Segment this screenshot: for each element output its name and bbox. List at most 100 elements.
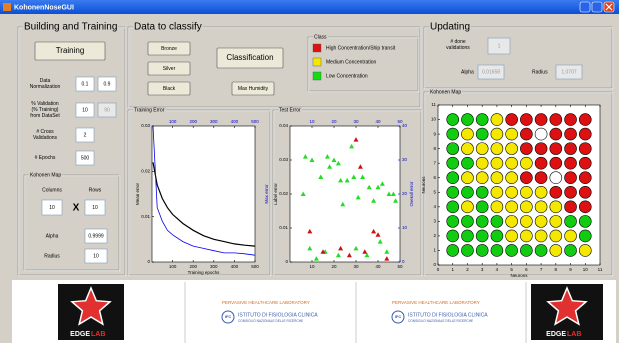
y-tick-label: 0.03 — [279, 157, 288, 162]
map-node — [520, 114, 532, 126]
map-node — [565, 186, 577, 198]
x-tick-label: 10 — [309, 264, 315, 269]
field-input-value: 500 — [81, 155, 90, 161]
app-window: KohonenNoseGUI Building and TrainingTrai… — [0, 0, 619, 343]
map-node — [565, 143, 577, 155]
y-tick-label: 0.02 — [279, 191, 288, 196]
y2-axis-label: Max error — [264, 184, 269, 204]
map-node — [506, 128, 518, 140]
x-tick-label: 40 — [375, 264, 381, 269]
y-axis-label: Label error — [273, 183, 278, 205]
rows-label: Rows — [89, 187, 102, 193]
map-node — [447, 186, 459, 198]
map-node — [535, 157, 547, 169]
map-node — [461, 215, 473, 227]
map-node — [506, 215, 518, 227]
map-node — [550, 143, 562, 155]
map-node — [461, 201, 473, 213]
radius-input-value: 10 — [93, 253, 99, 259]
map-node — [565, 230, 577, 242]
y-tick-label: 0.02 — [141, 169, 150, 174]
class-label: Medium Concentration — [326, 59, 377, 65]
ifc-text: IFC — [225, 314, 232, 319]
field-input-value: 90 — [104, 107, 110, 113]
map-node — [535, 215, 547, 227]
map-node — [565, 172, 577, 184]
times-label: X — [73, 203, 80, 214]
class-swatch — [313, 44, 321, 52]
map-node — [491, 186, 503, 198]
radius-label: Radius — [44, 253, 60, 259]
kohonen-plot-axes — [438, 105, 600, 265]
map-node — [550, 186, 562, 198]
map-node — [506, 157, 518, 169]
map-node — [535, 230, 547, 242]
map-node — [447, 157, 459, 169]
map-node — [535, 186, 547, 198]
x-tick-label-top: 400 — [231, 119, 239, 124]
field-input-value: 2 — [84, 132, 87, 138]
x-tick-label-top: 300 — [210, 119, 218, 124]
edgelab-edge: EDGE — [546, 331, 566, 338]
map-node — [461, 186, 473, 198]
map-node — [506, 244, 518, 256]
map-node — [506, 143, 518, 155]
y2-tick-label: 10 — [402, 225, 408, 230]
phl-title: PERVASIVE HEALTHCARE LABORATORY — [222, 300, 310, 305]
map-node — [565, 201, 577, 213]
map-node — [579, 128, 591, 140]
x-tick-label: 50 — [397, 264, 403, 269]
y-tick-label: 10 — [431, 117, 437, 122]
map-settings-panel-title: Kohonen Map — [30, 172, 61, 178]
map-node — [476, 128, 488, 140]
x-tick-label: 500 — [251, 264, 259, 269]
training-plot-axes — [152, 126, 255, 262]
alpha-input-value: 0.9999 — [88, 233, 104, 239]
x-tick-label-top: 10 — [309, 119, 315, 124]
x-tick-label-top: 30 — [353, 119, 359, 124]
x-tick-label-top: 500 — [251, 119, 259, 124]
x-tick-label: 10 — [583, 267, 589, 272]
x-tick-label: 20 — [331, 264, 337, 269]
map-node — [535, 128, 547, 140]
title-bar — [0, 0, 619, 14]
classification-button-label: Classification — [226, 53, 273, 62]
sample-button-label: Bronze — [161, 46, 177, 52]
map-node — [550, 201, 562, 213]
map-node — [520, 186, 532, 198]
minimize-button[interactable] — [580, 2, 590, 12]
y2-tick-label: 40 — [402, 123, 408, 128]
map-node — [491, 215, 503, 227]
class-swatch — [313, 72, 321, 80]
test-panel-title: Test Error — [279, 107, 301, 113]
ifc-text: IFC — [395, 314, 402, 319]
map-node — [447, 215, 459, 227]
map-node — [550, 172, 562, 184]
humidity-button-label: Max Humidity — [238, 86, 269, 92]
training-panel-title: Training Error — [134, 107, 165, 113]
test-plot-axes — [290, 126, 400, 262]
maximize-button[interactable] — [592, 2, 602, 12]
class-panel-title: Class — [314, 34, 327, 40]
field-input-value: 0.1 — [82, 81, 89, 87]
alpha-label: Alpha — [461, 69, 474, 75]
kohonen-panel-title: Kohonen Map — [430, 89, 461, 95]
done-input-value: 1 — [498, 43, 501, 49]
window-title: KohonenNoseGUI — [14, 4, 74, 11]
map-node — [535, 201, 547, 213]
class-label: Low Concentration — [326, 73, 368, 79]
map-node — [461, 157, 473, 169]
y-tick-label: 0.04 — [279, 123, 288, 128]
alpha-label: Alpha — [46, 233, 59, 239]
map-node — [476, 201, 488, 213]
edgelab-lab: LAB — [91, 331, 105, 338]
map-node — [447, 230, 459, 242]
map-node — [565, 114, 577, 126]
alpha-output-value: 0.01658 — [482, 69, 500, 75]
map-node — [476, 186, 488, 198]
map-node — [579, 215, 591, 227]
map-node — [550, 230, 562, 242]
columns-label: Columns — [42, 187, 62, 193]
map-node — [535, 114, 547, 126]
map-node — [461, 128, 473, 140]
